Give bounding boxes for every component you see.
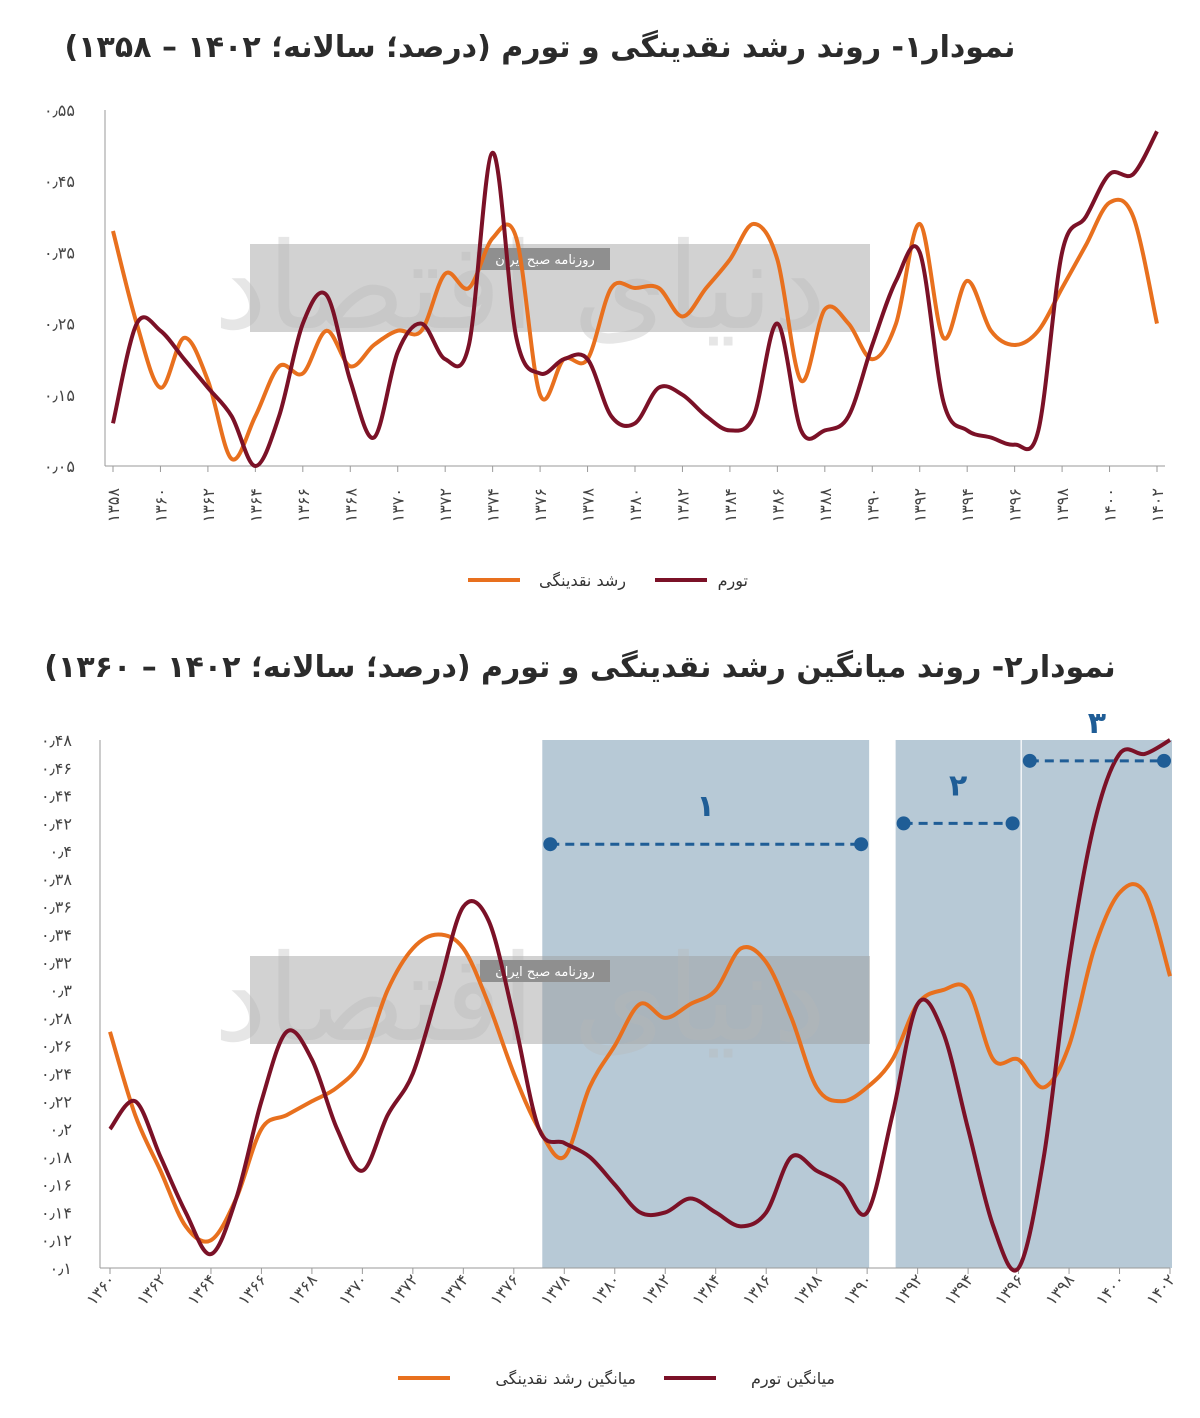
y-tick-label: ۰٫۴۴: [41, 787, 72, 806]
watermark-sub-bg: [480, 960, 610, 982]
x-tick-label: ۱۳۹۲: [890, 1270, 927, 1309]
x-tick-label: ۱۳۷۶: [531, 488, 550, 522]
shaded-period-2: [895, 740, 1021, 1268]
chart1-title: نمودار۱- روند رشد نقدینگی و تورم (درصد؛ …: [64, 30, 1016, 65]
y-tick-label: ۰٫۲۵: [44, 315, 75, 334]
series-line-avg-inflation: [108, 738, 1172, 1273]
y-tick-label: ۰٫۴: [50, 842, 72, 861]
x-tick-label: ۱۳۶۸: [284, 1270, 321, 1309]
y-tick-label: ۰٫۳۲: [41, 953, 72, 972]
x-tick-label: ۱۳۷۲: [385, 1270, 422, 1309]
y-tick-label: ۰٫۱۴: [41, 1203, 72, 1222]
x-tick-label: ۱۳۸۶: [768, 488, 787, 522]
y-tick-label: ۰٫۲۸: [41, 1009, 72, 1028]
watermark-sub: روزنامه صبح ایران: [495, 965, 595, 980]
segment-label-3: ۳: [1088, 706, 1106, 741]
x-tick-label: ۱۳۸۰: [626, 488, 645, 522]
x-tick-label: ۱۳۶۲: [133, 1270, 170, 1309]
x-tick-label: ۱۳۷۶: [486, 1270, 523, 1309]
x-tick-label: ۱۳۶۶: [294, 488, 313, 522]
segment-dot-start-2: [896, 816, 911, 831]
y-tick-label: ۰٫۴۸: [41, 731, 72, 750]
x-tick-label: ۱۳۶۴: [183, 1270, 220, 1309]
y-tick-label: ۰٫۴۵: [44, 172, 75, 191]
series-line-inflation: [111, 130, 1159, 468]
x-tick-label: ۱۳۸۴: [688, 1270, 725, 1309]
y-tick-label: ۰٫۳۴: [41, 926, 72, 945]
x-tick-label: ۱۳۶۰: [82, 1270, 119, 1309]
x-tick-label: ۱۳۹۶: [1006, 488, 1025, 522]
y-tick-label: ۰٫۴۶: [41, 759, 72, 778]
x-tick-label: ۱۳۹۸: [1041, 1270, 1078, 1309]
y-tick-label: ۰٫۱۵: [44, 386, 75, 405]
chart1-svg: ۰٫۰۵ ۰٫۱۵ ۰٫۲۵ ۰٫۳۵ ۰٫۴۵ ۰٫۵۵ ۱۳۵۸ ۱۳۶۰ ۱۳۶۲ ۱۳۶۴…: [44, 101, 1167, 591]
segment-dot-end-2: [1005, 816, 1020, 831]
y-tick-label: ۰٫۲: [50, 1120, 72, 1139]
x-tick-label: ۱۳۸۶: [739, 1270, 776, 1309]
x-tick-label: ۱۳۹۰: [840, 1270, 877, 1309]
y-tick-label: ۰٫۳۶: [41, 898, 72, 917]
y-tick-label: ۰٫۱۸: [41, 1148, 72, 1167]
series-line-growth: [111, 197, 1159, 462]
segment-dot-start-1: [543, 837, 558, 852]
legend-label-avg-growth: میانگین رشد نقدینگی: [495, 1369, 636, 1389]
x-tick-label: ۱۳۸۲: [673, 488, 692, 522]
x-tick-label: ۱۳۸۸: [789, 1270, 826, 1309]
y-tick-label: ۰٫۲۴: [41, 1064, 72, 1083]
shaded-period-1: [542, 740, 870, 1268]
x-tick-label: ۱۳۶۶: [234, 1270, 271, 1309]
x-tick-label: ۱۴۰۰: [1092, 1270, 1129, 1309]
y-tick-label: ۰٫۲۶: [41, 1037, 72, 1056]
shaded-period-3: [1021, 740, 1172, 1268]
legend-label-avg-inflation: میانگین تورم: [751, 1369, 835, 1389]
x-tick-label: ۱۳۸۸: [816, 488, 835, 523]
segment-dot-end-3: [1157, 753, 1171, 768]
x-tick-label: ۱۳۷۲: [436, 488, 455, 522]
segment-dot-end-1: [854, 837, 869, 852]
x-tick-label: ۱۳۸۲: [638, 1270, 675, 1309]
x-tick-label: ۱۳۹۶: [991, 1270, 1028, 1309]
x-tick-label: ۱۳۹۲: [911, 488, 930, 522]
segment-label-1: ۱: [697, 789, 715, 824]
legend-label-inflation: تورم: [718, 571, 748, 591]
segment-dot-start-3: [1022, 753, 1037, 768]
chart2-title: نمودار۲- روند میانگین رشد نقدینگی و تورم…: [44, 650, 1116, 685]
x-tick-label: ۱۳۶۲: [199, 488, 218, 522]
y-tick-label: ۰٫۱: [50, 1259, 72, 1278]
x-tick-label: ۱۴۰۰: [1101, 488, 1120, 522]
x-tick-label: ۱۳۵۸: [104, 488, 123, 523]
x-tick-label: ۱۳۸۰: [587, 1270, 624, 1309]
x-tick-label: ۱۳۷۴: [484, 488, 503, 522]
x-tick-label: ۱۳۸۴: [721, 488, 740, 522]
watermark-sub-bg: [480, 248, 610, 270]
x-tick-label: ۱۳۷۸: [537, 1270, 574, 1309]
y-tick-label: ۰٫۲۲: [41, 1092, 72, 1111]
watermark-brand: دنیای اقتصاد: [214, 218, 827, 357]
x-tick-label: ۱۳۷۰: [335, 1270, 372, 1309]
x-tick-label: ۱۳۷۰: [389, 488, 408, 522]
y-tick-label: ۰٫۱۲: [41, 1231, 72, 1250]
y-tick-label: ۰٫۵۵: [44, 101, 75, 120]
y-tick-label: ۰٫۳۸: [41, 870, 72, 889]
x-tick-label: ۱۳۶۰: [151, 488, 170, 522]
x-tick-label: ۱۳۹۴: [958, 488, 977, 522]
x-tick-label: ۱۳۷۴: [436, 1270, 473, 1309]
x-tick-label: ۱۳۹۴: [941, 1270, 978, 1309]
legend-label-growth: رشد نقدینگی: [539, 571, 626, 591]
x-tick-label: ۱۴۰۲: [1142, 1270, 1179, 1309]
x-tick-label: ۱۳۶۸: [341, 488, 360, 523]
series-line-avg-growth: [108, 882, 1172, 1244]
segment-label-2: ۲: [949, 768, 967, 803]
y-tick-label: ۰٫۳: [50, 981, 73, 1000]
x-tick-label: ۱۳۹۰: [863, 488, 882, 522]
y-tick-label: ۰٫۳۵: [44, 243, 75, 262]
x-tick-label: ۱۳۹۸: [1053, 488, 1072, 523]
x-tick-label: ۱۳۷۸: [579, 488, 598, 523]
y-tick-label: ۰٫۱۶: [41, 1176, 72, 1195]
x-tick-label: ۱۳۶۴: [246, 488, 265, 522]
x-tick-label: ۱۴۰۲: [1148, 488, 1167, 522]
y-tick-label: ۰٫۰۵: [44, 457, 75, 476]
y-tick-label: ۰٫۴۲: [41, 814, 72, 833]
